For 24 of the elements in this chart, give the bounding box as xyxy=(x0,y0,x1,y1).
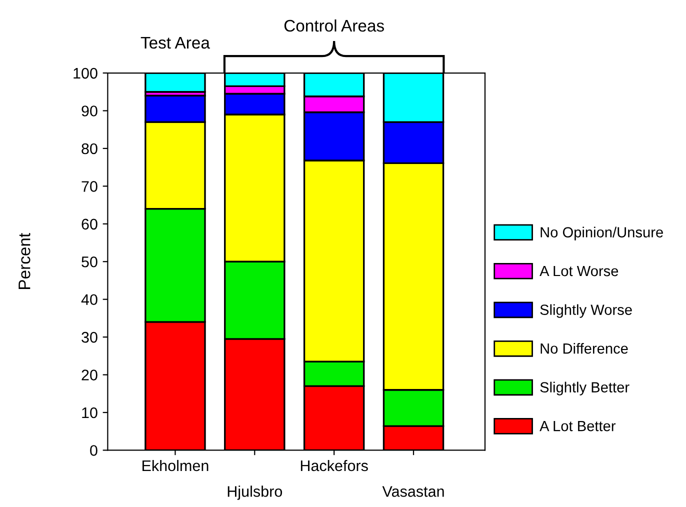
legend-label: No Opinion/Unsure xyxy=(540,226,663,240)
y-tick-label: 80 xyxy=(82,143,98,154)
text: Test Area xyxy=(140,37,210,49)
y-tick-label: 20 xyxy=(82,370,98,380)
x-tick-label: Vasastan xyxy=(382,486,444,497)
y-axis-title: Percent xyxy=(18,233,30,289)
legend-label: Slightly Worse xyxy=(540,304,632,318)
y-tick-label: 60 xyxy=(82,218,98,230)
x-tick-label: Hackefors xyxy=(300,460,368,472)
y-tick-label: 10 xyxy=(82,407,98,418)
y-tick-label: 100 xyxy=(74,68,98,79)
legend-label: A Lot Worse xyxy=(540,266,618,276)
legend-label: Slightly Better xyxy=(540,382,630,396)
legend-label: A Lot Better xyxy=(540,421,616,432)
x-tick-label: Ekholmen xyxy=(142,460,208,472)
y-tick-label: 0 xyxy=(90,445,98,456)
y-tick-label: 50 xyxy=(82,256,98,268)
y-tick-label: 90 xyxy=(82,106,98,116)
legend-label: No Difference xyxy=(540,343,628,354)
x-tick-label: Hjulsbro xyxy=(228,486,282,500)
y-tick-label: 30 xyxy=(82,332,98,343)
y-tick-label: 70 xyxy=(82,181,98,192)
y-tick-label: 40 xyxy=(81,294,98,306)
annotation: Control Areas xyxy=(284,19,384,32)
